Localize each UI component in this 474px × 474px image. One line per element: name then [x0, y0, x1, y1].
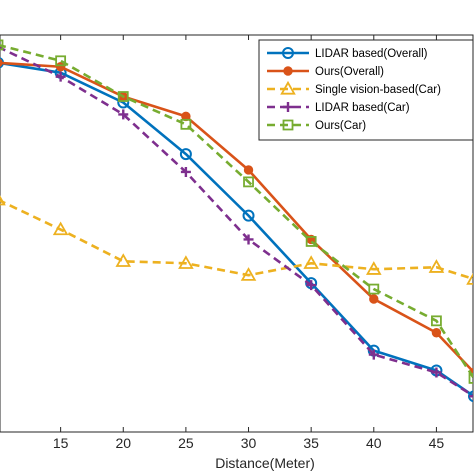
data-point: [282, 119, 294, 131]
data-point: [240, 267, 257, 281]
data-point: [180, 118, 192, 130]
data-point: [428, 259, 445, 273]
data-point: [0, 58, 3, 68]
chart-legend: LIDAR based(Overall) Ours(Overall) Single …: [258, 39, 474, 141]
legend-label: Single vision-based(Car): [315, 84, 441, 96]
data-point: [466, 272, 473, 285]
data-point: [117, 91, 129, 102]
data-point: [431, 328, 442, 338]
data-point: [365, 261, 382, 275]
series-line: [0, 199, 473, 281]
x-tick-label: 45: [429, 435, 445, 451]
legend-entry: LIDAR based(Overall): [267, 47, 428, 60]
series-5: [0, 39, 473, 384]
data-point: [0, 39, 4, 51]
x-tick-label: 30: [241, 435, 257, 451]
data-point: [468, 373, 473, 384]
legend-label: Ours(Overall): [315, 66, 384, 78]
data-point: [303, 255, 319, 269]
data-point: [283, 102, 293, 112]
legend-label: Ours(Car): [315, 120, 366, 132]
legend-entry: Single vision-based(Car): [267, 80, 441, 96]
data-point: [305, 236, 317, 247]
series-4: [0, 45, 473, 402]
data-point: [243, 176, 254, 188]
x-tick-label: 40: [366, 435, 382, 451]
data-point: [178, 255, 194, 269]
x-tick-label: 25: [178, 435, 194, 451]
x-tick-label: 35: [303, 435, 319, 451]
data-point: [243, 165, 254, 175]
data-point: [280, 80, 296, 95]
data-point: [242, 209, 255, 222]
data-point: [469, 391, 473, 402]
data-point: [52, 221, 69, 236]
data-point: [431, 315, 442, 327]
data-point: [368, 349, 379, 360]
data-point: [180, 166, 191, 177]
series-line: [0, 61, 473, 398]
data-point: [55, 71, 66, 82]
x-tick-label: 15: [53, 435, 69, 451]
chart-series: [0, 39, 473, 403]
data-point: [283, 66, 293, 76]
data-point: [431, 367, 442, 378]
data-point: [118, 109, 129, 120]
legend-entry: Ours(Overall): [267, 66, 384, 78]
x-tick-label: 20: [115, 435, 131, 451]
data-point: [179, 148, 192, 161]
data-point: [368, 283, 380, 295]
data-point: [55, 55, 67, 67]
legend-label: LIDAR based(Car): [315, 102, 410, 114]
data-point: [0, 195, 6, 206]
data-point: [243, 234, 254, 245]
legend-entry: LIDAR based(Car): [267, 102, 410, 114]
data-point: [369, 294, 379, 304]
series-3: [0, 195, 473, 285]
data-point: [115, 253, 132, 267]
legend-entry: Ours(Car): [267, 119, 366, 132]
x-tick-labels: 15 20 25 30 35 40 45: [53, 35, 445, 451]
legend-label: LIDAR based(Overall): [315, 48, 428, 60]
data-point: [282, 47, 294, 59]
data-point: [306, 280, 317, 291]
series-line: [0, 44, 473, 380]
x-axis-label: Distance(Meter): [215, 455, 315, 471]
